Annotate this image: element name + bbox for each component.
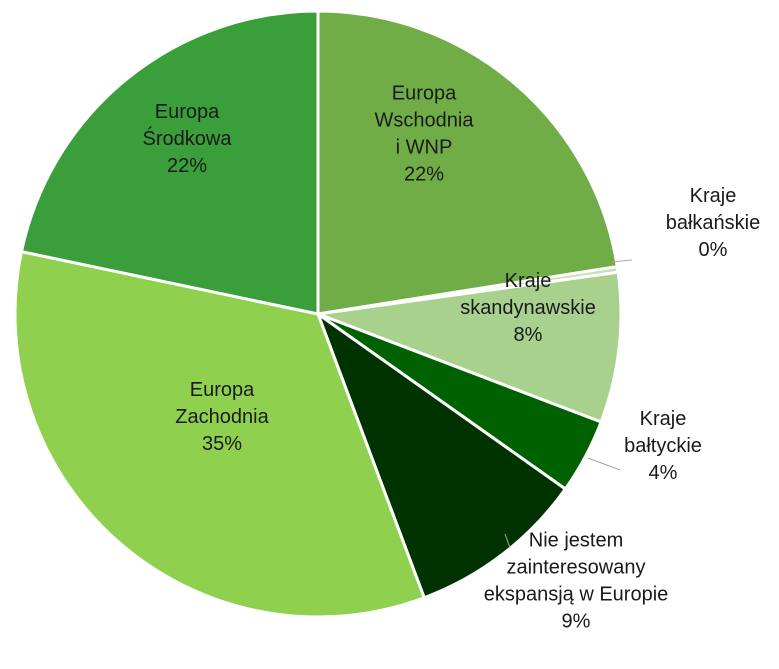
slice-label-4: Nie jestem zainteresowany ekspansją w Euro… [484, 530, 669, 633]
pie-slice-5 [13, 249, 427, 619]
pie-slice-0 [316, 9, 619, 316]
slice-labels: Europa Wschodnia i WNP 22% Kraje bałkańskie 0%… [143, 83, 761, 633]
slice-label-line: skandynawskie [460, 297, 596, 319]
leader-line-3 [587, 457, 621, 471]
slice-label-0: Europa Wschodnia i WNP 22% [375, 83, 475, 186]
leader-line-4 [504, 533, 511, 549]
slice-label-line: Zachodnia [175, 406, 269, 428]
slice-label-line: bałkańskie [666, 212, 761, 234]
slice-percent: 22% [404, 164, 444, 186]
slice-label-3: Kraje bałtyckie 4% [624, 408, 702, 484]
slice-label-line: Europa [155, 101, 220, 123]
slice-label-line: Kraje [505, 270, 552, 292]
slice-label-line: Środkowa [143, 126, 233, 150]
slice-label-2: Kraje skandynawskie 8% [460, 270, 596, 346]
pie-slice-4 [314, 309, 568, 600]
slice-label-line: ekspansją w Europie [484, 584, 669, 606]
slice-label-line: zainteresowany [507, 557, 646, 579]
slice-label-line: Europa [190, 379, 255, 401]
slice-label-line: Europa [392, 83, 457, 105]
slice-label-1: Kraje bałkańskie 0% [666, 185, 761, 261]
slice-label-5: Europa Zachodnia 35% [175, 379, 269, 455]
slice-percent: 8% [514, 324, 543, 346]
slice-percent: 4% [649, 462, 678, 484]
leader-lines [504, 259, 633, 549]
slice-label-line: Nie jestem [529, 530, 623, 552]
pie-slices [13, 9, 623, 619]
slice-label-line: Kraje [640, 408, 687, 430]
pie-slice-6 [19, 9, 320, 316]
slice-percent: 9% [562, 611, 591, 633]
slice-label-line: Wschodnia [375, 110, 475, 132]
slice-percent: 22% [167, 155, 207, 177]
slice-label-line: bałtyckie [624, 435, 702, 457]
slice-label-line: Kraje [690, 185, 737, 207]
slice-label-line: i WNP [396, 137, 453, 159]
slice-percent: 0% [699, 239, 728, 261]
leader-line-1 [611, 259, 633, 263]
slice-percent: 35% [202, 433, 242, 455]
slice-label-6: Europa Środkowa 22% [143, 101, 233, 177]
pie-slice-2 [317, 270, 623, 424]
